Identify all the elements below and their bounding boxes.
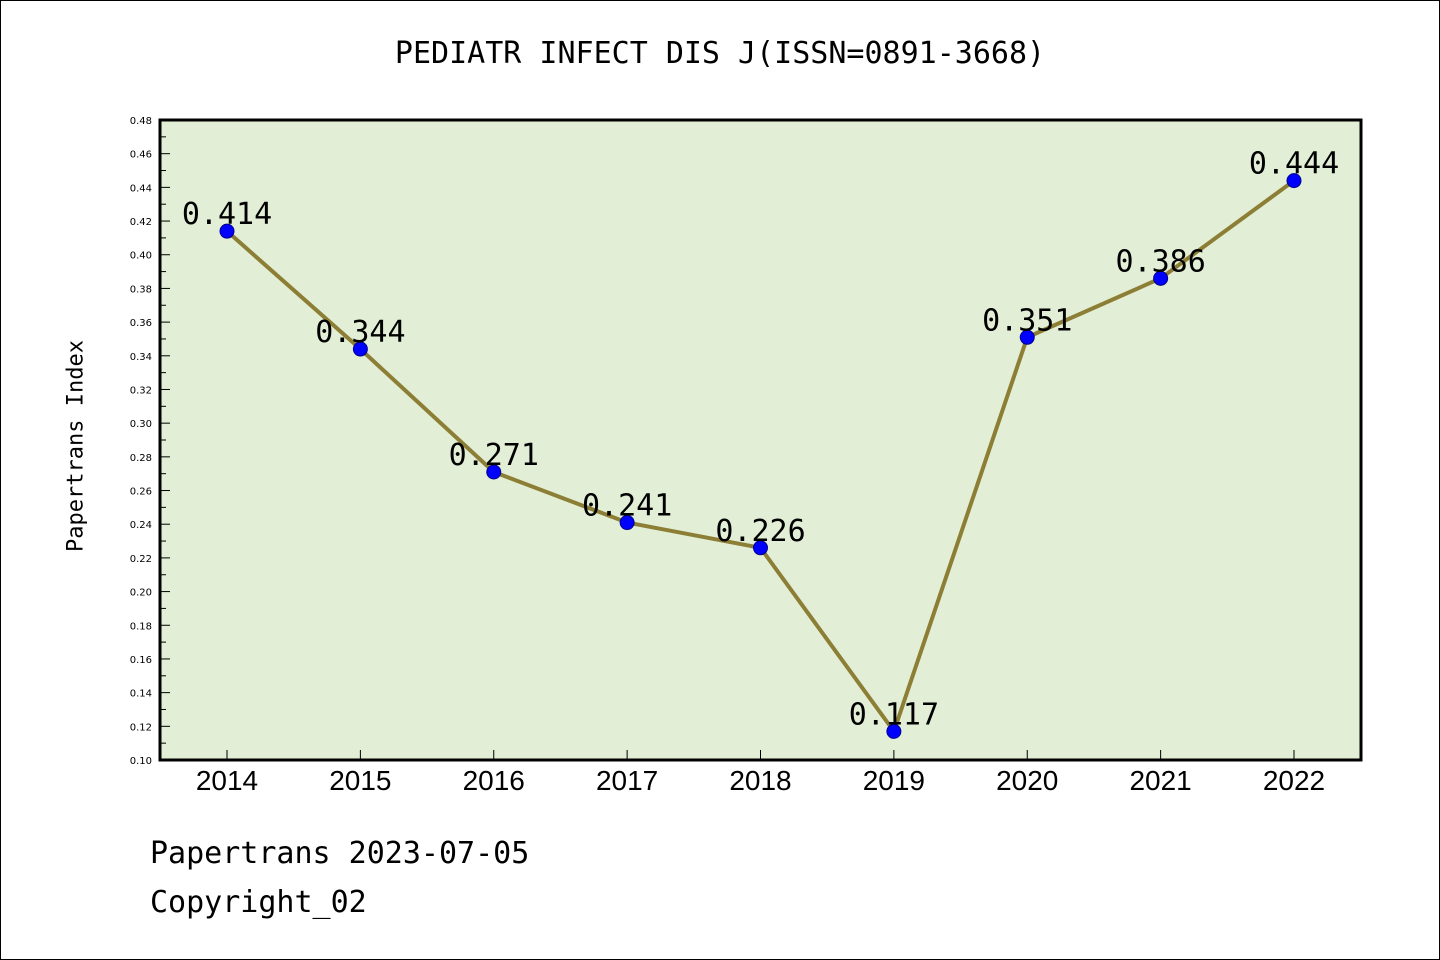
y-tick-label: 0.14 xyxy=(130,689,152,700)
data-label: 0.414 xyxy=(182,197,272,232)
chart-title: PEDIATR INFECT DIS J(ISSN=0891-3668) xyxy=(394,36,1046,71)
series-group: 0.414 0.344 0.271 0.241 0.226 0.117 0.351 0.386… xyxy=(182,147,1339,739)
y-tick-label: 0.44 xyxy=(130,183,152,194)
y-tick-label: 0.34 xyxy=(130,352,152,363)
y-tick-label: 0.42 xyxy=(130,217,152,228)
y-tick-label: 0.48 xyxy=(130,116,152,127)
footer-date: Papertrans 2023-07-05 xyxy=(150,836,530,871)
x-tick-label: 2018 xyxy=(729,765,791,796)
data-label: 0.117 xyxy=(849,697,939,732)
y-tick-label: 0.36 xyxy=(130,318,152,329)
data-label: 0.444 xyxy=(1249,147,1339,182)
data-point xyxy=(219,223,235,239)
x-tick-label: 2019 xyxy=(863,765,925,796)
data-point xyxy=(1019,329,1035,345)
data-point xyxy=(886,723,902,739)
y-tick-label: 0.28 xyxy=(130,453,152,464)
y-tick-label: 0.20 xyxy=(130,588,152,599)
y-tick-label: 0.38 xyxy=(130,284,152,295)
y-tick-label: 0.12 xyxy=(130,722,152,733)
x-tick-label: 2015 xyxy=(329,765,391,796)
data-label: 0.351 xyxy=(982,303,1072,338)
y-tick-label: 0.46 xyxy=(130,150,152,161)
data-label: 0.241 xyxy=(582,489,672,524)
y-tick-label: 0.40 xyxy=(130,251,152,262)
data-point xyxy=(486,464,502,480)
data-point xyxy=(619,515,635,531)
data-point xyxy=(352,341,368,357)
data-label: 0.226 xyxy=(715,514,805,549)
x-tick-label: 2014 xyxy=(196,765,258,796)
y-tick-label: 0.32 xyxy=(130,385,152,396)
footer-copyright: Copyright_02 xyxy=(150,885,367,920)
y-tick-label: 0.24 xyxy=(130,520,152,531)
plot-border xyxy=(158,118,1363,762)
data-point xyxy=(1153,270,1169,286)
data-label: 0.344 xyxy=(315,315,405,350)
data-point xyxy=(753,540,768,556)
data-label: 0.386 xyxy=(1115,244,1205,279)
x-tick-label: 2016 xyxy=(463,765,525,796)
x-tick-label: 2017 xyxy=(596,765,658,796)
y-tick-label: 0.18 xyxy=(130,621,152,632)
data-point xyxy=(1286,173,1302,189)
x-axis: 2014 2015 2016 2017 2018 2019 2020 2021 2022 xyxy=(196,750,1325,796)
data-label: 0.271 xyxy=(449,438,539,473)
plot-area xyxy=(160,120,1361,760)
y-tick-label: 0.22 xyxy=(130,554,152,565)
y-tick-label: 0.26 xyxy=(130,487,152,498)
y-tick-label: 0.10 xyxy=(130,756,152,767)
y-tick-label: 0.16 xyxy=(130,655,152,666)
x-tick-label: 2022 xyxy=(1263,765,1325,796)
x-tick-label: 2021 xyxy=(1129,765,1191,796)
y-tick-label: 0.30 xyxy=(130,419,152,430)
x-tick-label: 2020 xyxy=(996,765,1058,796)
